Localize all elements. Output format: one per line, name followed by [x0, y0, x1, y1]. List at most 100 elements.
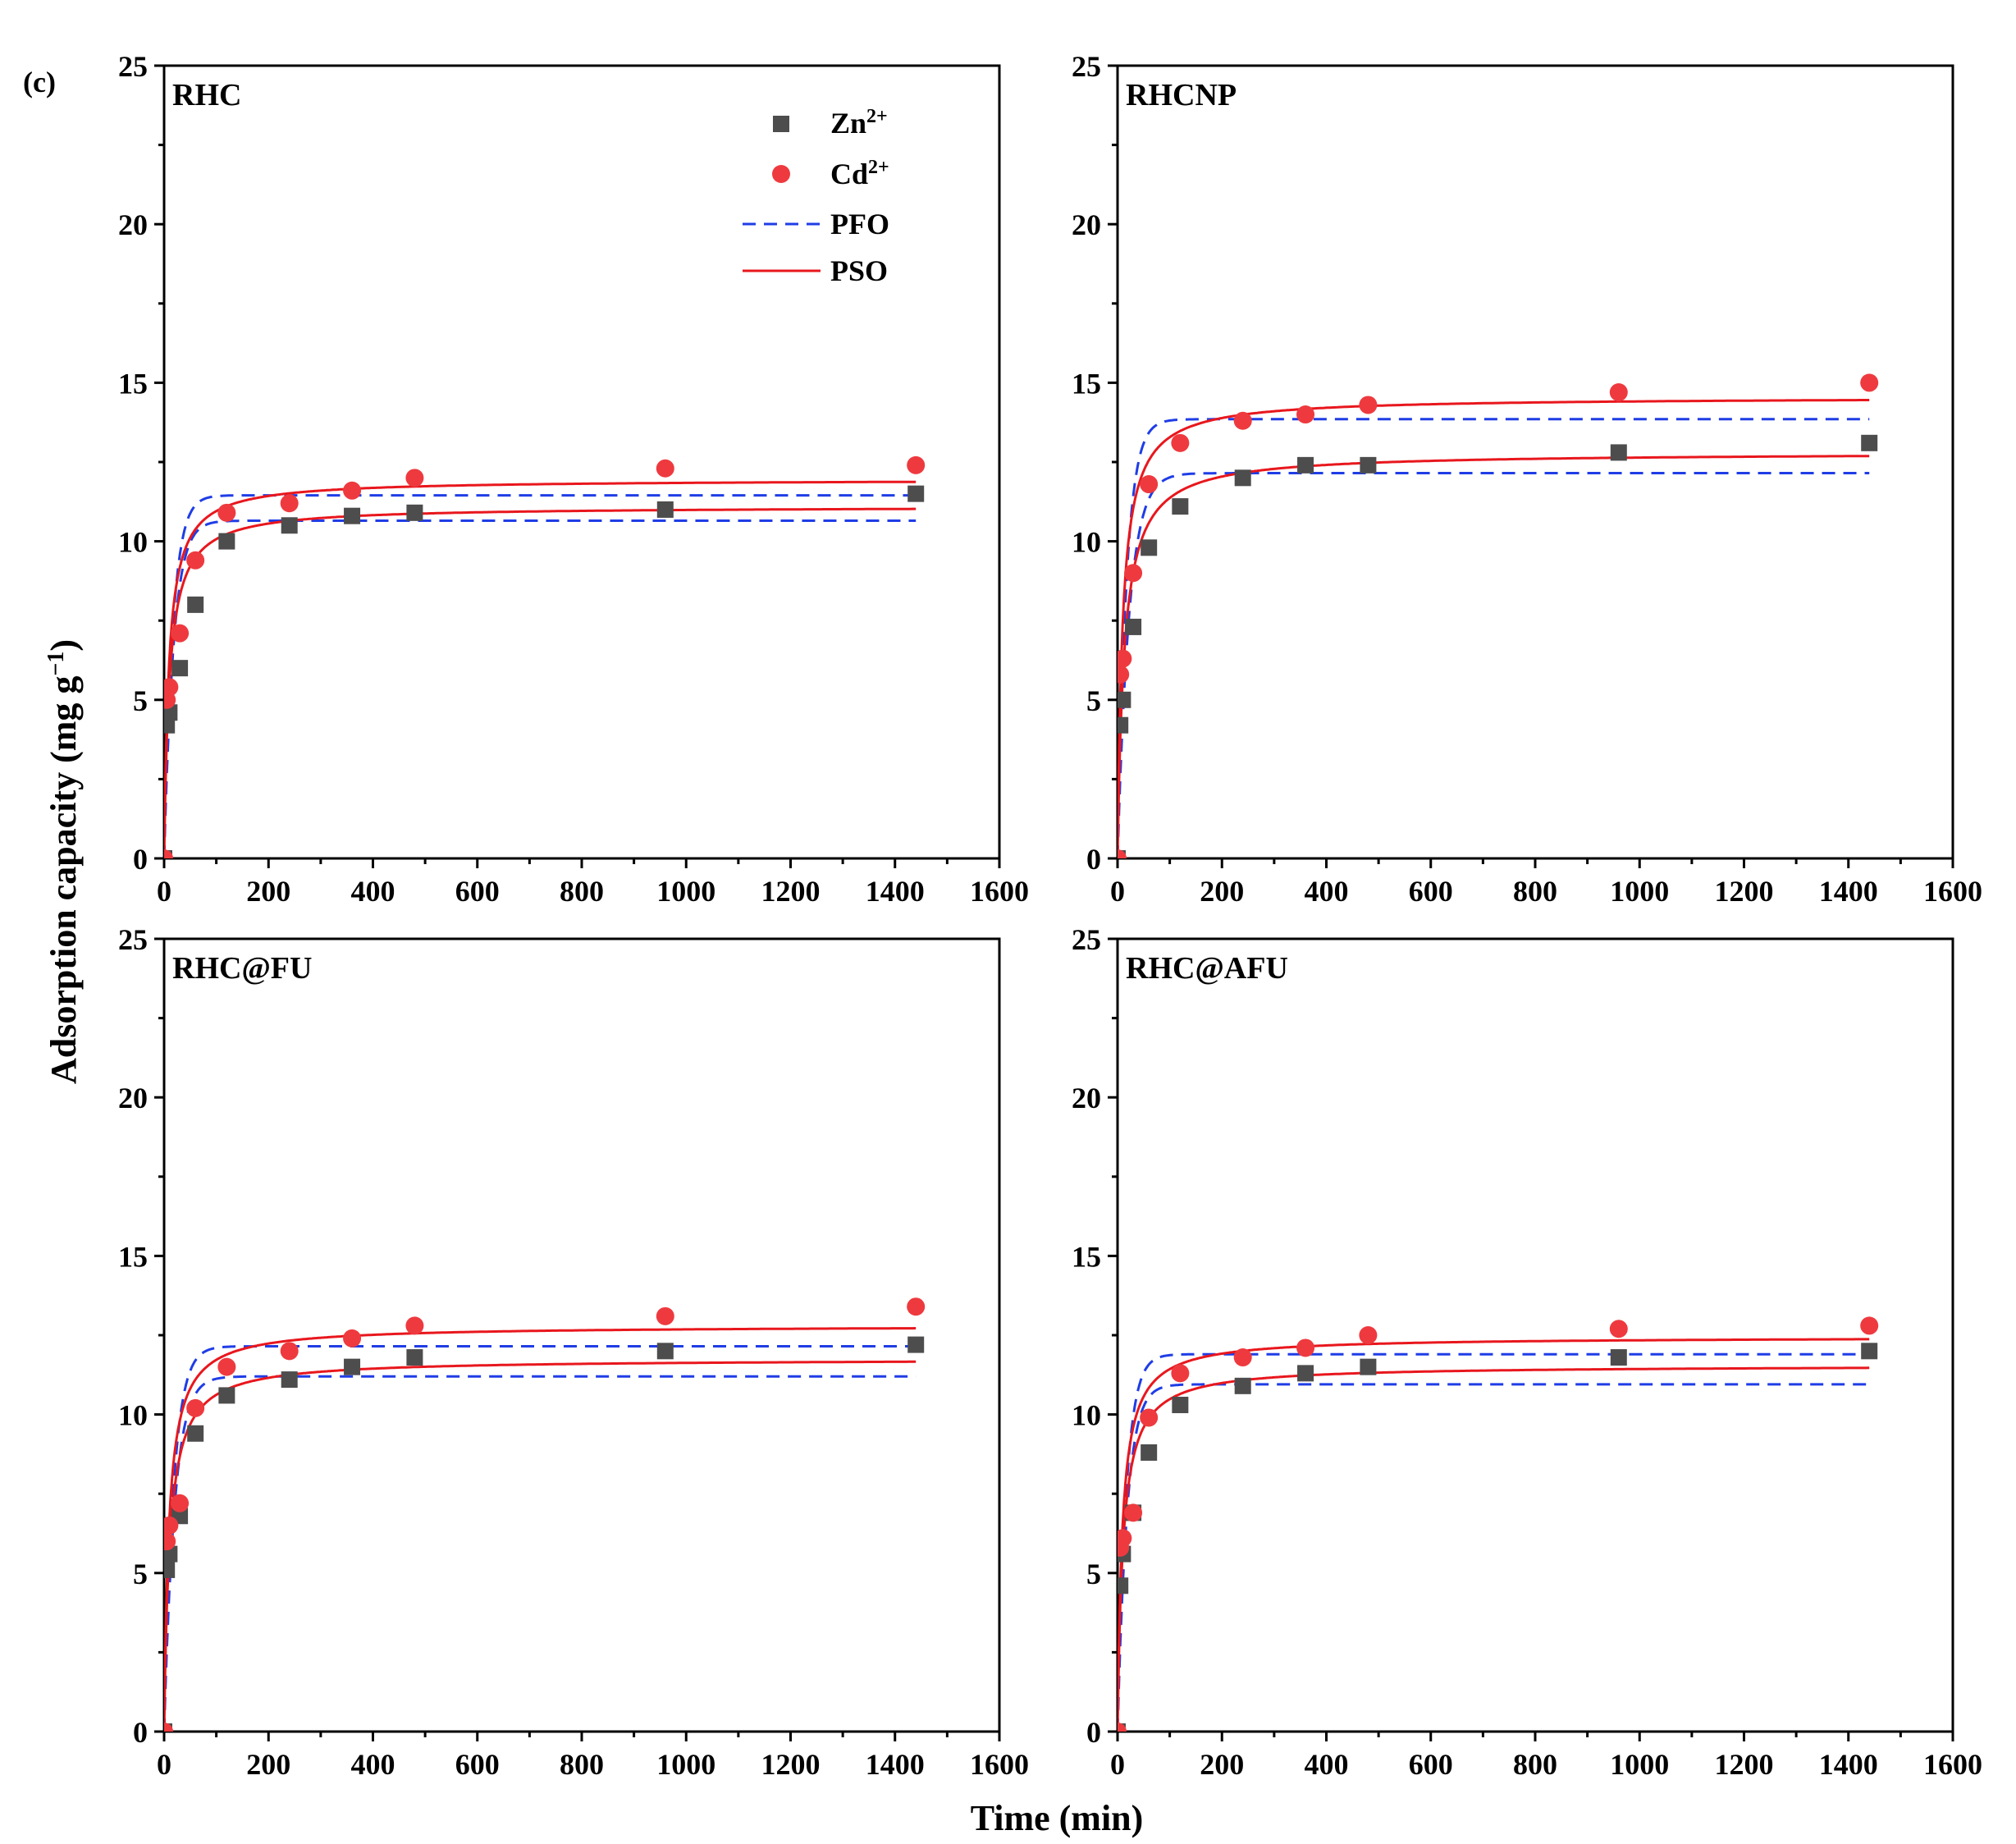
- pfo-fit-cd: [164, 1345, 917, 1732]
- y-tick-label: 20: [1072, 1082, 1101, 1114]
- x-tick-label: 1000: [1610, 875, 1669, 908]
- cd-point: [1118, 665, 1130, 684]
- cd-point: [405, 469, 424, 487]
- cd-point: [405, 1316, 424, 1335]
- cd-point: [1233, 411, 1252, 430]
- y-tick-label: 5: [1086, 684, 1101, 717]
- y-tick-label: 20: [1072, 208, 1101, 241]
- x-tick-label: 800: [560, 875, 604, 908]
- pfo-fit-zn: [1118, 1383, 1870, 1732]
- panel-title: RHC: [172, 78, 241, 112]
- y-tick-label: 0: [1086, 843, 1101, 876]
- zn-point: [187, 1425, 204, 1442]
- zn-point: [1125, 618, 1142, 635]
- cd-point: [1860, 373, 1879, 392]
- pso-fit-zn: [1118, 1366, 1870, 1732]
- cd-point: [1140, 1408, 1159, 1427]
- y-tick-label: 25: [1072, 50, 1101, 83]
- y-tick-label: 10: [118, 1399, 148, 1432]
- legend-zn-marker: [773, 116, 789, 132]
- zn-point: [187, 596, 204, 613]
- cd-point: [1140, 475, 1159, 494]
- y-axis-label-main: Adsorption capacity (mg g: [43, 676, 84, 1084]
- zn-point: [1297, 1365, 1314, 1382]
- legend-zn-base: Zn: [830, 107, 866, 140]
- legend-pso-label: PSO: [830, 254, 888, 287]
- cd-point: [164, 1532, 176, 1551]
- x-tick-label: 800: [1513, 1748, 1557, 1781]
- cd-point: [171, 1494, 190, 1512]
- x-tick-label: 1600: [1923, 1748, 1982, 1781]
- cd-point: [1860, 1316, 1879, 1335]
- x-tick-label: 400: [351, 1748, 395, 1781]
- zn-point: [1141, 539, 1158, 556]
- y-tick-label: 15: [1072, 367, 1101, 400]
- axes-frame: [162, 937, 1001, 1733]
- cd-point: [164, 1723, 173, 1732]
- panel-title: RHC@FU: [172, 951, 312, 986]
- cd-point: [1124, 1503, 1143, 1522]
- y-tick-label: 10: [1072, 1399, 1101, 1432]
- x-tick-label: 1000: [656, 1748, 715, 1781]
- cd-point: [907, 1297, 926, 1316]
- cd-point: [280, 494, 299, 513]
- zn-point: [171, 660, 189, 677]
- zn-point: [1172, 498, 1189, 515]
- axes-frame: [1116, 937, 1954, 1733]
- x-tick-label: 200: [246, 875, 290, 908]
- zn-point: [907, 1336, 925, 1353]
- y-tick-label: 15: [118, 367, 148, 400]
- zn-point: [1360, 456, 1377, 474]
- cd-point: [656, 459, 674, 478]
- cd-point: [171, 624, 190, 643]
- panel-title: RHCNP: [1126, 78, 1237, 112]
- plot-area: [164, 1297, 926, 1732]
- y-tick-label: 0: [133, 1716, 148, 1749]
- x-tick-label: 200: [246, 1748, 290, 1781]
- x-tick-label: 1400: [1819, 1748, 1878, 1781]
- panel-rhc-fu: 0 200 400 600 800 1000 1200 1400 1600 0 5 10 15 20 25 R…: [118, 923, 1029, 1781]
- cd-point: [1118, 849, 1127, 858]
- zn-point: [1861, 1343, 1878, 1360]
- cd-point: [186, 551, 205, 570]
- x-tick-label: 1200: [1715, 875, 1774, 908]
- zn-point: [344, 1358, 361, 1375]
- zn-point: [1141, 1444, 1158, 1461]
- x-tick-label: 1200: [761, 875, 821, 908]
- y-tick-label: 5: [1086, 1558, 1101, 1590]
- x-tick-label: 400: [1305, 875, 1349, 908]
- x-tick-label: 800: [1513, 875, 1557, 908]
- cd-point: [343, 481, 362, 500]
- zn-point: [907, 485, 925, 502]
- legend: Zn2+ Cd2+ PFO PSO: [743, 106, 889, 287]
- cd-point: [1124, 564, 1143, 583]
- panel-rhcnp: 0 200 400 600 800 1000 1200 1400 1600 0 5 10 15 20 25 R…: [1072, 50, 1982, 908]
- x-tick-label: 1200: [761, 1748, 821, 1781]
- y-tick-label: 10: [118, 526, 148, 559]
- pso-fit-zn: [164, 1360, 917, 1732]
- zn-point: [1861, 434, 1878, 451]
- y-tick-label: 20: [118, 208, 148, 241]
- pso-fit-zn: [164, 507, 917, 858]
- x-tick-label: 400: [1305, 1748, 1349, 1781]
- x-tick-label: 1600: [970, 875, 1029, 908]
- legend-cd-base: Cd: [830, 158, 868, 190]
- legend-zn-label: Zn2+: [830, 106, 888, 140]
- pfo-fit-cd: [1118, 418, 1870, 858]
- legend-pfo-label: PFO: [830, 208, 889, 240]
- zn-point: [218, 533, 235, 550]
- cd-point: [1609, 1320, 1628, 1338]
- y-tick-label: 25: [118, 50, 148, 83]
- y-tick-label: 25: [118, 923, 148, 956]
- x-tick-label: 1400: [866, 875, 925, 908]
- x-tick-label: 600: [455, 875, 500, 908]
- panel-rhc: 0 200 400 600 800 1000 1200 1400 1600 0 5 10 15 20 25 R…: [118, 50, 1029, 908]
- pfo-fit-cd: [1118, 1352, 1870, 1732]
- x-tick-label: 800: [560, 1748, 604, 1781]
- zn-point: [1118, 1577, 1129, 1595]
- zn-point: [281, 1371, 298, 1389]
- y-tick-label: 0: [133, 843, 148, 876]
- cd-point: [343, 1329, 362, 1348]
- zn-point: [1118, 691, 1131, 708]
- cd-point: [217, 1357, 236, 1376]
